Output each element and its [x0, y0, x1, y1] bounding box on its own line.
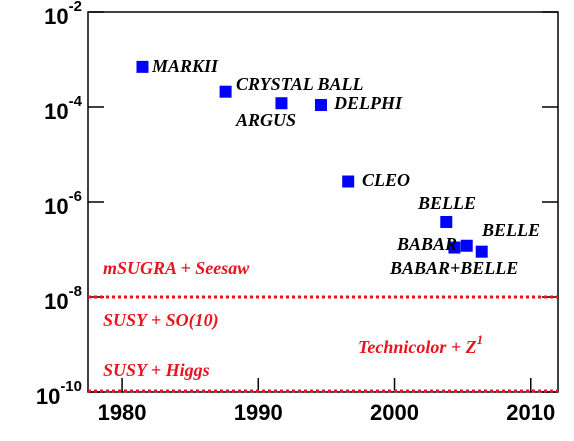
point-label: BELLE [481, 220, 540, 240]
y-tick-label: 10-4 [44, 93, 82, 124]
y-tick-exponent: -8 [69, 283, 82, 300]
y-tick-base: 10 [44, 4, 68, 29]
point [342, 175, 355, 188]
y-tick-exponent: -2 [69, 0, 82, 15]
y-tick-label: 10-10 [36, 378, 82, 409]
point [219, 85, 232, 98]
annotation: Technicolor + Z1 [358, 332, 483, 357]
y-tick-exponent: -4 [69, 93, 83, 110]
point-label: BABAR+BELLE [389, 258, 518, 278]
point [136, 60, 149, 73]
point [275, 97, 288, 110]
point [460, 239, 473, 252]
y-tick-exponent: -6 [69, 188, 82, 205]
y-tick-label: 10-6 [44, 188, 82, 219]
point-label: CRYSTAL BALL [236, 74, 364, 94]
annotation: mSUGRA + Seesaw [103, 258, 250, 278]
annotation-text: Technicolor + Z [358, 337, 477, 357]
y-tick-exponent: -10 [60, 378, 82, 395]
point-label: BABAR [396, 234, 457, 254]
point [448, 241, 461, 254]
y-tick-base: 10 [36, 384, 60, 409]
point-label: DELPHI [333, 93, 403, 113]
annotation: SUSY + Higgs [103, 360, 210, 380]
point-label: CLEO [362, 170, 410, 190]
x-tick-label: 1990 [234, 400, 283, 425]
point [475, 245, 488, 258]
point-label: MARKII [151, 56, 219, 76]
point [314, 99, 327, 112]
point-label: ARGUS [235, 110, 296, 130]
y-tick-label: 10-8 [44, 283, 82, 314]
x-tick-label: 2000 [370, 400, 419, 425]
y-tick-label: 10-2 [44, 0, 82, 29]
annotation-text: SUSY + SO(10) [103, 310, 219, 331]
y-tick-base: 10 [44, 99, 68, 124]
y-tick-base: 10 [44, 289, 68, 314]
annotation-text: mSUGRA + Seesaw [103, 258, 250, 278]
annotation-text: SUSY + Higgs [103, 360, 210, 380]
x-tick-label: 2010 [506, 400, 555, 425]
point [440, 215, 453, 228]
annotation: SUSY + SO(10) [103, 310, 219, 331]
x-tick-label: 1980 [98, 400, 147, 425]
y-tick-base: 10 [44, 194, 68, 219]
point-label: BELLE [417, 193, 476, 213]
annotation-sup: 1 [477, 332, 484, 347]
